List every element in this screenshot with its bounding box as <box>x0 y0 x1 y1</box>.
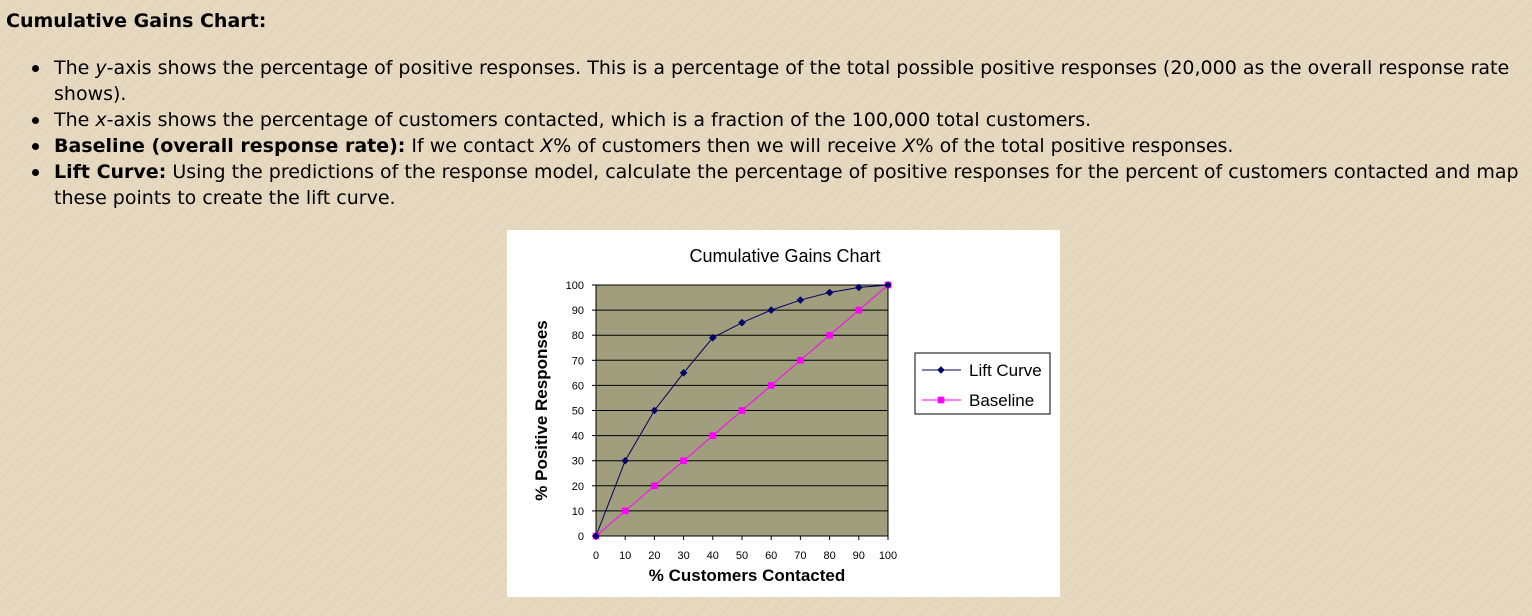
legend-marker <box>937 396 945 404</box>
cumulative-gains-chart: Cumulative Gains Chart 0 10 20 30 40 50 60 70 80 9… <box>507 230 1060 597</box>
x-tick-label: 0 <box>593 550 599 562</box>
bullet-text: If we contact <box>405 135 541 157</box>
lift-curve-point <box>709 333 717 342</box>
y-tick-label: 80 <box>572 330 584 342</box>
x-tick-label: 100 <box>879 550 897 562</box>
y-tick-label: 10 <box>572 506 584 518</box>
baseline-point <box>738 407 746 414</box>
baseline-point <box>767 382 775 389</box>
lift-curve-point <box>621 456 629 465</box>
baseline-point <box>797 357 804 364</box>
y-tick-label: 30 <box>572 456 584 468</box>
lift-curve-point <box>855 283 863 292</box>
y-axis-label: % Positive Responses <box>532 320 551 500</box>
x-tick-label: 50 <box>736 550 748 562</box>
bullet-text: -axis shows the percentage of positive r… <box>54 57 1510 105</box>
x-tick-label: 90 <box>853 550 865 562</box>
x-tick-label: 30 <box>677 550 689 562</box>
bullet-item: The x-axis shows the percentage of custo… <box>32 107 1520 133</box>
y-tick-label: 0 <box>578 531 584 543</box>
y-tick-label: 90 <box>572 305 584 317</box>
legend-label: Lift Curve <box>969 361 1042 380</box>
bullet-text: X <box>540 135 554 157</box>
baseline-point <box>621 507 629 515</box>
lift-curve-point <box>767 306 775 314</box>
baseline-point <box>709 432 717 439</box>
bullet-text: -axis shows the percentage of customers … <box>106 109 1092 131</box>
baseline-point <box>855 306 863 314</box>
y-tick-label: 40 <box>572 431 584 443</box>
chart-title: Cumulative Gains Chart <box>689 246 880 266</box>
y-tick-label: 70 <box>572 355 584 367</box>
bullet-text: Using the predictions of the response mo… <box>54 161 1519 209</box>
baseline-point <box>826 331 833 339</box>
bullet-item: The y-axis shows the percentage of posit… <box>32 55 1520 107</box>
x-tick-label: 20 <box>648 550 660 562</box>
lift-curve-point <box>679 369 688 377</box>
bullet-text: Lift Curve: <box>54 161 167 183</box>
chart-svg: Cumulative Gains Chart 0 10 20 30 40 50 60 70 80 9… <box>532 246 1051 585</box>
lift-curve-point <box>650 406 659 415</box>
bullet-text: The <box>54 57 96 79</box>
bullet-text: x <box>95 109 107 131</box>
y-tick-label: 100 <box>566 280 584 292</box>
baseline-point <box>680 457 687 464</box>
x-tick-label: 40 <box>707 550 719 562</box>
y-tick-label: 50 <box>572 406 584 418</box>
lift-curve-point <box>796 296 805 304</box>
bullet-list: The y-axis shows the percentage of posit… <box>0 55 1520 211</box>
baseline-point <box>651 482 658 490</box>
bullet-item: Baseline (overall response rate): If we … <box>32 133 1520 159</box>
x-tick-label: 10 <box>619 550 631 562</box>
bullet-text: X <box>902 135 916 157</box>
y-tick-label: 20 <box>572 481 584 493</box>
x-tick-label: 80 <box>823 550 835 562</box>
x-tick-label: 70 <box>794 550 806 562</box>
bullet-text: y <box>95 57 107 79</box>
legend-box <box>914 352 1051 415</box>
legend-label: Baseline <box>969 391 1034 410</box>
section-heading: Cumulative Gains Chart: <box>6 10 267 32</box>
bullet-text: The <box>54 109 96 131</box>
bullet-item: Lift Curve: Using the predictions of the… <box>32 159 1520 211</box>
bullet-text: Baseline (overall response rate): <box>54 135 406 157</box>
y-tick-label: 60 <box>572 380 584 392</box>
bullet-text: % of the total positive responses. <box>915 135 1234 157</box>
x-tick-label: 60 <box>765 550 777 562</box>
x-axis-label: % Customers Contacted <box>649 566 845 585</box>
bullet-text: % of customers then we will receive <box>553 135 903 157</box>
